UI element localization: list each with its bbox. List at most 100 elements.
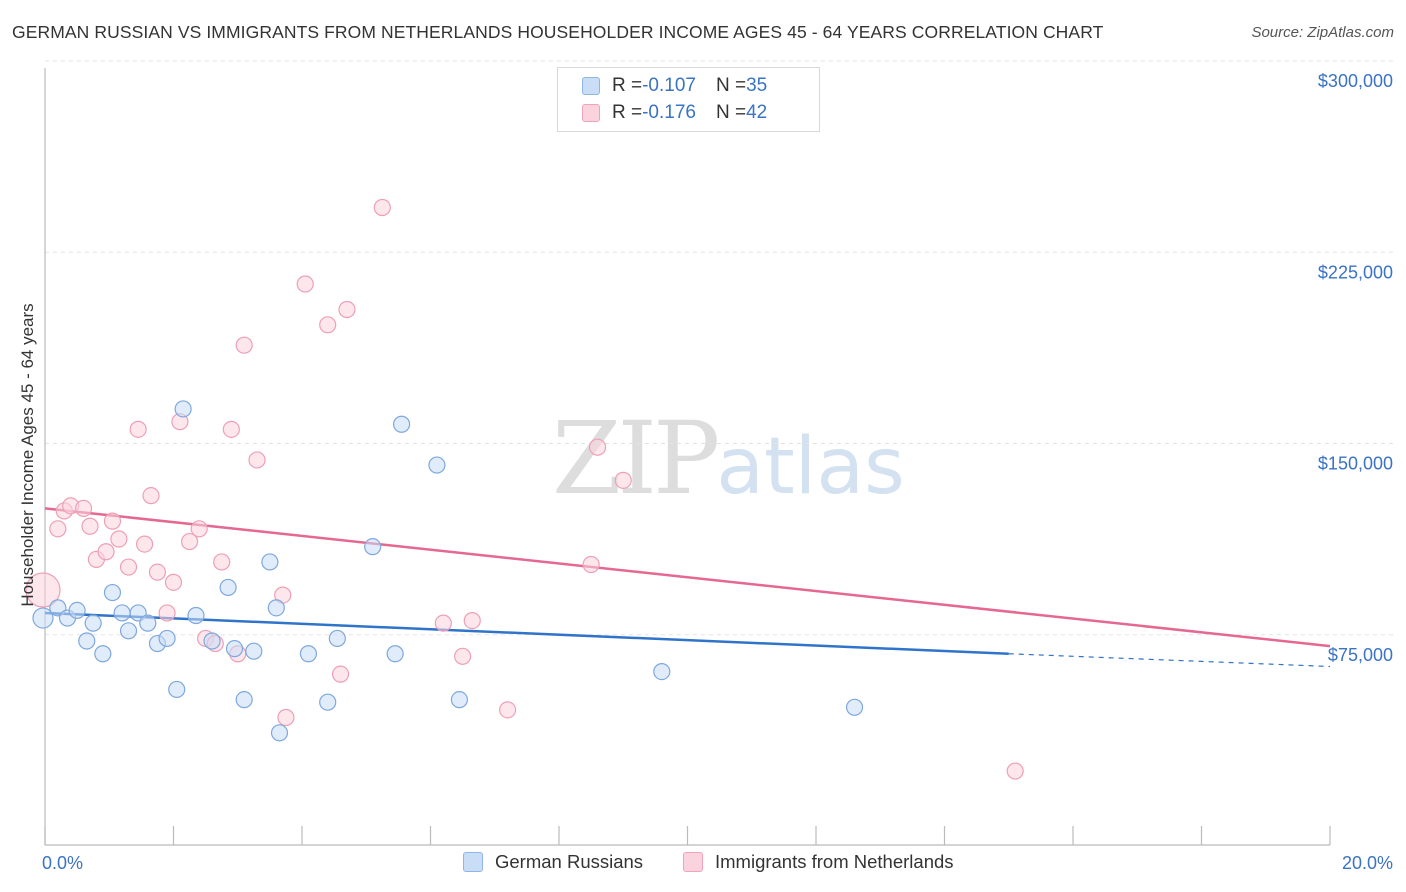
data-point-netherlands <box>213 553 231 571</box>
data-point-german-russians <box>168 680 186 699</box>
data-point-netherlands <box>110 530 128 548</box>
watermark-atlas: atlas <box>716 422 905 512</box>
data-point-german-russians <box>319 693 337 711</box>
data-point-netherlands <box>338 300 356 319</box>
trend-layer <box>44 507 1331 668</box>
data-point-netherlands <box>148 563 167 581</box>
data-point-german-russians <box>267 599 285 617</box>
stats-n-label: N = <box>715 102 747 123</box>
stats-r-label: R = <box>612 102 643 123</box>
data-point-german-russians <box>428 456 446 474</box>
data-point-netherlands <box>158 604 176 622</box>
stats-r-value: -0.176 <box>642 102 696 123</box>
data-point-netherlands <box>588 438 607 456</box>
legend-item-german-russians[interactable]: German Russians <box>463 851 643 873</box>
data-point-netherlands <box>373 198 391 217</box>
data-point-netherlands <box>129 420 147 438</box>
x-tick-label: 0.0% <box>42 853 83 873</box>
data-point-netherlands <box>103 512 122 530</box>
legend-swatch-blue <box>463 852 483 872</box>
data-point-german-russians <box>261 553 279 571</box>
stats-n-value: 35 <box>746 75 768 96</box>
data-point-netherlands <box>331 665 350 683</box>
data-point-netherlands <box>25 572 61 608</box>
data-point-netherlands <box>235 336 253 354</box>
data-point-german-russians <box>299 645 318 663</box>
data-point-netherlands <box>499 701 517 719</box>
y-axis-title: Householder Income Ages 45 - 64 years <box>18 303 37 606</box>
data-point-netherlands <box>142 487 160 505</box>
stats-r-value: -0.107 <box>642 75 696 96</box>
data-point-german-russians <box>94 645 112 663</box>
data-point-german-russians <box>113 604 131 622</box>
point-layer <box>25 198 1024 780</box>
data-point-german-russians <box>219 578 237 597</box>
data-point-netherlands <box>1006 762 1024 780</box>
stats-swatch-pink <box>582 104 600 122</box>
data-point-german-russians <box>386 645 404 663</box>
data-point-german-russians <box>32 607 54 629</box>
axis-layer <box>44 68 1331 846</box>
data-point-netherlands <box>119 558 138 576</box>
data-point-german-russians <box>78 632 96 650</box>
data-point-german-russians <box>84 614 102 632</box>
y-tick-label: $75,000 <box>1328 645 1393 665</box>
data-point-netherlands <box>319 316 337 334</box>
data-point-german-russians <box>225 640 244 658</box>
stats-n-label: N = <box>715 75 747 96</box>
data-point-netherlands <box>454 647 472 665</box>
data-point-german-russians <box>270 724 289 742</box>
data-point-netherlands <box>582 555 600 574</box>
data-point-german-russians <box>392 415 411 433</box>
grid-layer <box>45 60 1393 636</box>
y-tick-label: $150,000 <box>1318 454 1393 474</box>
data-point-netherlands <box>164 573 183 591</box>
chart-title: GERMAN RUSSIAN VS IMMIGRANTS FROM NETHER… <box>12 22 1104 42</box>
data-point-netherlands <box>248 451 266 469</box>
data-point-netherlands <box>277 708 295 727</box>
data-point-german-russians <box>158 629 176 648</box>
legend-item-netherlands[interactable]: Immigrants from Netherlands <box>683 851 954 873</box>
trend-line-extension <box>1008 653 1331 668</box>
data-point-german-russians <box>364 538 382 556</box>
data-point-german-russians <box>235 691 253 709</box>
data-point-german-russians <box>174 400 192 418</box>
stats-row-german-russians: R = -0.107 N = 35 <box>582 73 767 99</box>
legend-label: Immigrants from Netherlands <box>715 851 954 872</box>
x-tick-label: 20.0% <box>1342 853 1393 873</box>
trend-line-netherlands <box>44 507 1331 648</box>
data-point-netherlands <box>296 275 314 293</box>
y-tick-label: $225,000 <box>1318 262 1393 282</box>
trend-line-german-russians <box>44 611 1009 655</box>
data-point-german-russians <box>203 632 221 650</box>
data-point-netherlands <box>180 532 199 551</box>
chart-legend: German Russians Immigrants from Netherla… <box>0 851 1406 877</box>
watermark: ZIPatlas <box>552 400 905 517</box>
y-tick-label: $300,000 <box>1318 71 1393 91</box>
stats-row-netherlands: R = -0.176 N = 42 <box>582 100 767 126</box>
data-point-netherlands <box>190 520 208 538</box>
data-point-german-russians <box>139 614 157 632</box>
data-point-german-russians <box>328 629 346 648</box>
data-point-german-russians <box>103 583 122 602</box>
data-point-german-russians <box>187 606 205 625</box>
data-point-netherlands <box>614 471 632 489</box>
stats-box: R = -0.107 N = 35 R = -0.176 N = 42 <box>557 67 820 132</box>
legend-swatch-pink <box>683 852 703 872</box>
data-point-netherlands <box>49 520 67 538</box>
data-point-german-russians <box>245 642 263 660</box>
data-point-german-russians <box>450 691 469 709</box>
watermark-zip: ZIP <box>552 400 720 517</box>
data-point-netherlands <box>97 543 115 561</box>
stats-r-label: R = <box>612 75 643 96</box>
data-point-netherlands <box>74 499 93 517</box>
label-layer: $75,000 $150,000 $225,000 $300,000 0.0% 20.0% <box>42 71 1393 873</box>
data-point-german-russians <box>119 622 138 640</box>
data-point-netherlands <box>135 535 154 553</box>
stats-swatch-blue <box>582 77 600 95</box>
data-point-netherlands <box>222 420 240 438</box>
stats-n-value: 42 <box>746 102 768 123</box>
data-point-netherlands <box>463 611 481 630</box>
data-point-german-russians <box>68 601 86 620</box>
